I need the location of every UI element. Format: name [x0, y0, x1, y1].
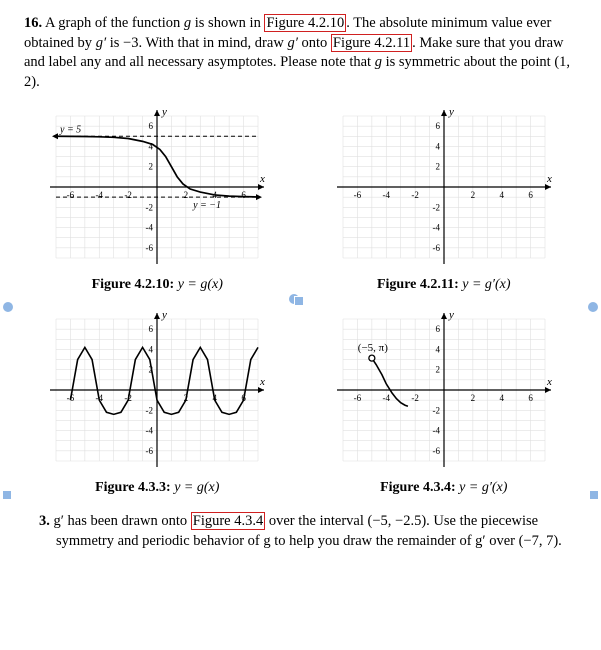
svg-text:x: x: [259, 173, 265, 185]
figure-4-3-3: -6-4-2246-6-4-2246xy Figure 4.3.3: y = g…: [42, 305, 272, 498]
svg-text:-6: -6: [146, 446, 154, 456]
svg-text:-2: -2: [411, 190, 419, 200]
figure-4-2-10: -6-4-2246-6-4-2246xyy = 5y = −1 Figure 4…: [42, 102, 272, 295]
problem-16: 16. A graph of the function g is shown i…: [24, 14, 577, 92]
svg-text:-2: -2: [432, 405, 440, 415]
figure-link-4-3-4[interactable]: Figure 4.3.4: [191, 512, 265, 530]
svg-text:-4: -4: [96, 190, 104, 200]
svg-text:6: 6: [528, 393, 533, 403]
plot-4-3-4: -6 -4 -2 2 4 6 -6 -4 -2 2 4 6 x y (−5, π): [329, 305, 559, 475]
svg-text:6: 6: [242, 190, 247, 200]
problem-number: 16.: [24, 15, 42, 31]
svg-text:y = 5: y = 5: [59, 125, 81, 136]
caption-4-2-11: Figure 4.2.11: y = g′(x): [329, 276, 559, 295]
svg-text:2: 2: [470, 393, 475, 403]
handle-square: [294, 296, 304, 306]
plot-4-2-11: -6 -4 -2 2 4 6 -6 -4 -2 2 4 6 x y: [329, 102, 559, 272]
svg-text:-4: -4: [382, 190, 390, 200]
handle-dot: [587, 301, 599, 313]
svg-text:-6: -6: [146, 243, 154, 253]
plot-4-2-10: -6-4-2246-6-4-2246xyy = 5y = −1: [42, 102, 272, 272]
svg-text:4: 4: [149, 345, 154, 355]
svg-text:2: 2: [184, 190, 189, 200]
svg-text:-2: -2: [411, 393, 419, 403]
svg-text:2: 2: [149, 162, 154, 172]
svg-text:-6: -6: [353, 190, 361, 200]
svg-text:4: 4: [499, 190, 504, 200]
svg-text:-6: -6: [432, 243, 440, 253]
svg-text:y: y: [448, 309, 454, 321]
figure-link-4-2-10[interactable]: Figure 4.2.10: [264, 14, 346, 32]
svg-text:-4: -4: [432, 426, 440, 436]
svg-text:2: 2: [435, 365, 440, 375]
svg-text:x: x: [259, 376, 265, 388]
svg-text:y: y: [161, 106, 167, 118]
svg-text:2: 2: [470, 190, 475, 200]
svg-text:-4: -4: [146, 223, 154, 233]
svg-text:-2: -2: [432, 203, 440, 213]
handle-dot: [2, 301, 14, 313]
svg-text:-6: -6: [432, 446, 440, 456]
svg-text:y: y: [161, 309, 167, 321]
figure-row-1: -6 -4 -2 2 4 6 -6 -4 -2 2 4 6 x y y = 5 y = −1 Figure 4…: [14, 102, 587, 295]
problem-3: 3. g′ has been drawn onto Figure 4.3.4 o…: [56, 512, 563, 551]
svg-text:6: 6: [435, 121, 440, 131]
figure-row-2: -6 -4 -2 2 4 6 -6 -4 -2 2 4 6 x y Figure 4.3.3: y = g…: [14, 305, 587, 498]
caption-4-3-3: Figure 4.3.3: y = g(x): [42, 479, 272, 498]
svg-text:-4: -4: [432, 223, 440, 233]
svg-text:-6: -6: [353, 393, 361, 403]
svg-text:-2: -2: [146, 203, 154, 213]
handle-square: [589, 490, 599, 500]
handle-square: [2, 490, 12, 500]
svg-text:-4: -4: [146, 426, 154, 436]
svg-text:-2: -2: [125, 190, 132, 200]
caption-4-2-10: Figure 4.2.10: y = g(x): [42, 276, 272, 295]
svg-text:6: 6: [528, 190, 533, 200]
svg-text:4: 4: [435, 345, 440, 355]
svg-text:x: x: [546, 173, 552, 185]
svg-text:-4: -4: [382, 393, 390, 403]
svg-text:x: x: [546, 376, 552, 388]
figure-4-2-11: -6 -4 -2 2 4 6 -6 -4 -2 2 4 6 x y Figure 4.2.11: y = …: [329, 102, 559, 295]
svg-text:6: 6: [149, 324, 154, 334]
svg-text:6: 6: [149, 121, 154, 131]
figure-link-4-2-11[interactable]: Figure 4.2.11: [331, 34, 412, 52]
problem-text: A graph of the function: [45, 15, 184, 31]
svg-text:4: 4: [435, 142, 440, 152]
svg-text:(−5, π): (−5, π): [358, 342, 388, 354]
svg-text:-6: -6: [67, 190, 75, 200]
plot-4-3-3: -6-4-2246-6-4-2246xy: [42, 305, 272, 475]
caption-4-3-4: Figure 4.3.4: y = g′(x): [329, 479, 559, 498]
svg-text:-2: -2: [146, 405, 154, 415]
svg-text:4: 4: [499, 393, 504, 403]
figure-4-3-4: -6 -4 -2 2 4 6 -6 -4 -2 2 4 6 x y (−5, π) Figure 4.3.4…: [329, 305, 559, 498]
svg-text:y = −1: y = −1: [192, 200, 221, 211]
svg-text:2: 2: [435, 162, 440, 172]
problem-number-3: 3.: [39, 513, 50, 529]
svg-text:6: 6: [435, 324, 440, 334]
svg-text:y: y: [448, 106, 454, 118]
